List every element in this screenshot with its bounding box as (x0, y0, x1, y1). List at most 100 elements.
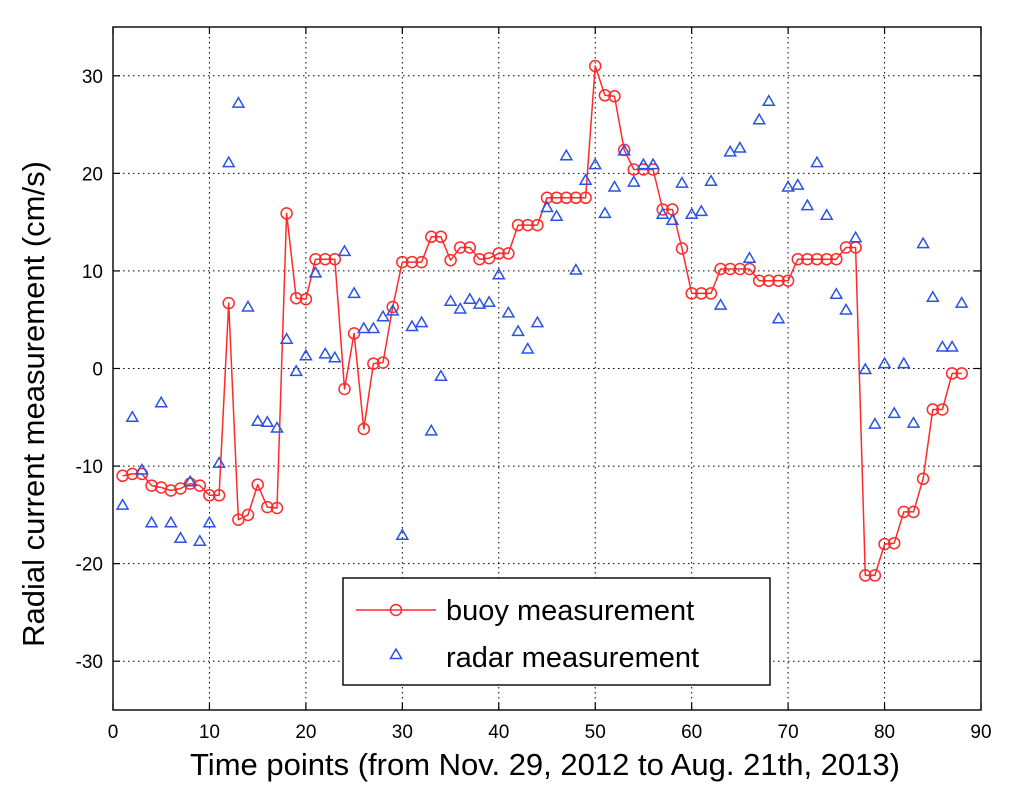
buoy-point (762, 274, 776, 287)
buoy-point (174, 482, 187, 495)
buoy-point (511, 218, 525, 232)
buoy-point (328, 252, 342, 266)
buoy-point (820, 252, 833, 266)
radar-point (578, 173, 593, 185)
buoy-point (318, 252, 332, 266)
radar-point (607, 180, 622, 192)
x-tick-label: 70 (778, 722, 799, 743)
radar-point (250, 414, 265, 426)
grid (113, 27, 981, 710)
y-axis-label: Radial current measurement (cm/s) (16, 161, 51, 647)
buoy-point (637, 163, 650, 176)
radar-point (434, 369, 448, 382)
radar-point (945, 340, 959, 352)
buoy-point (830, 252, 843, 266)
x-tick-label: 80 (874, 722, 895, 743)
radar-point (559, 148, 574, 161)
buoy-point (704, 287, 718, 300)
radar-point (501, 305, 516, 318)
radar-point (742, 251, 757, 263)
radar-point (761, 94, 776, 106)
legend-box (342, 577, 771, 686)
radar-point (347, 286, 361, 299)
buoy-point (232, 513, 245, 526)
radar-point (858, 362, 873, 375)
buoy-point (289, 291, 303, 305)
radar-point (366, 321, 381, 334)
radar-point (810, 155, 824, 168)
legend-radar-marker (389, 647, 403, 660)
radar-point (164, 515, 178, 528)
radar-point (491, 267, 506, 280)
series-group (115, 59, 969, 582)
radar-point (279, 332, 294, 344)
radar-point (781, 180, 795, 192)
buoy-point (405, 255, 419, 269)
x-tick-label: 10 (199, 722, 220, 743)
y-tick-label: 30 (82, 67, 103, 88)
radar-point (675, 176, 689, 188)
buoy-point (801, 252, 814, 266)
buoy-point (338, 382, 351, 396)
legend: buoy measurement radar measurement (342, 577, 771, 686)
y-tick-label: 10 (82, 262, 103, 283)
radar-point (771, 311, 786, 324)
radar-point (694, 204, 709, 217)
buoy-point (936, 403, 949, 416)
radar-point (530, 315, 545, 328)
buoy-point (116, 469, 129, 483)
radar-point (327, 350, 342, 363)
radar-point (598, 206, 612, 219)
buoy-point (261, 500, 274, 514)
radar-point (819, 208, 834, 221)
buoy-point (396, 255, 409, 269)
buoy-point (164, 484, 178, 497)
buoy-point (752, 274, 766, 287)
radar-point (241, 300, 255, 312)
buoy-point (897, 505, 911, 519)
radar-point (655, 207, 670, 220)
x-tick-label: 40 (488, 722, 509, 743)
radar-point (385, 303, 400, 316)
radar-point (231, 96, 246, 108)
radar-point (868, 417, 882, 429)
buoy-point (569, 191, 583, 205)
radar-point (954, 296, 969, 308)
buoy-point (955, 367, 968, 380)
radar-point (443, 294, 458, 306)
radar-point (318, 346, 333, 359)
buoy-point (444, 253, 457, 267)
radar-point (154, 395, 169, 408)
buoy-point (926, 403, 940, 416)
buoy-point (309, 252, 322, 266)
radar-point (713, 298, 728, 310)
radar-point (125, 410, 140, 423)
radar-point (829, 287, 844, 300)
buoy-point (473, 252, 486, 266)
radar-point (192, 534, 207, 546)
buoy-point (878, 537, 891, 551)
buoy-point (299, 292, 313, 306)
buoy-point (531, 218, 544, 232)
radar-point (723, 144, 738, 157)
buoy-point (656, 203, 669, 216)
radar-point (289, 364, 304, 377)
buoy-point (241, 508, 255, 522)
radar-point (665, 213, 680, 225)
buoy-point (453, 241, 467, 254)
radar-point (202, 515, 217, 528)
buoy-point (733, 262, 747, 276)
legend-buoy-marker (389, 603, 403, 617)
buoy-point (723, 262, 737, 276)
radar-point (135, 463, 149, 475)
radar-point (472, 297, 487, 309)
radar-point (337, 244, 352, 257)
radar-point (414, 315, 429, 328)
buoy-point (560, 191, 573, 205)
radar-point (916, 236, 930, 249)
radar-point (752, 112, 767, 125)
radar-point (270, 421, 284, 433)
buoy-point (810, 252, 824, 266)
radar-point (405, 319, 419, 332)
